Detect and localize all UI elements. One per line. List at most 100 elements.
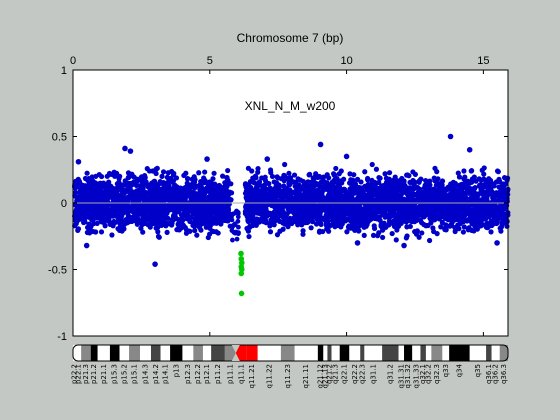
data-point bbox=[245, 228, 252, 234]
data-point bbox=[114, 204, 120, 211]
data-point bbox=[350, 215, 356, 221]
data-point bbox=[491, 183, 497, 189]
data-point-outlier bbox=[343, 153, 350, 160]
data-point bbox=[333, 178, 340, 184]
data-point bbox=[386, 170, 393, 176]
data-point bbox=[479, 208, 485, 214]
data-point bbox=[153, 225, 159, 231]
data-point bbox=[477, 223, 483, 229]
data-point bbox=[467, 185, 473, 192]
data-point bbox=[133, 215, 139, 222]
data-point bbox=[430, 225, 436, 231]
data-point bbox=[197, 185, 204, 191]
data-point bbox=[414, 192, 420, 198]
ideogram-band bbox=[129, 345, 141, 361]
ideogram-band bbox=[73, 345, 76, 361]
data-point bbox=[385, 193, 391, 199]
data-point bbox=[362, 215, 368, 221]
data-point bbox=[423, 223, 429, 229]
data-point bbox=[427, 178, 433, 184]
ideogram-band bbox=[75, 345, 82, 361]
ideogram-band bbox=[170, 345, 183, 361]
data-point bbox=[230, 237, 235, 243]
data-point bbox=[75, 208, 81, 215]
data-point bbox=[478, 181, 484, 188]
data-point bbox=[75, 176, 81, 182]
data-point bbox=[220, 173, 226, 179]
data-point bbox=[491, 213, 497, 219]
data-point bbox=[433, 197, 439, 203]
ideogram-band-label: q36.1 bbox=[485, 364, 493, 384]
data-point bbox=[439, 219, 445, 226]
data-point bbox=[298, 186, 305, 192]
data-point bbox=[423, 187, 430, 193]
data-point bbox=[118, 213, 124, 219]
data-point bbox=[481, 165, 487, 171]
data-point bbox=[449, 218, 455, 224]
data-point bbox=[130, 179, 137, 185]
ideogram-band bbox=[150, 345, 161, 361]
data-point bbox=[105, 186, 112, 192]
data-point bbox=[453, 213, 459, 219]
data-point bbox=[472, 202, 478, 208]
data-point bbox=[383, 175, 390, 181]
ideogram-band bbox=[211, 345, 225, 361]
data-point bbox=[309, 205, 315, 211]
data-point bbox=[165, 191, 171, 198]
data-point bbox=[248, 188, 254, 194]
data-point bbox=[79, 196, 86, 202]
data-point bbox=[289, 220, 295, 227]
data-point bbox=[73, 193, 79, 199]
data-point bbox=[467, 202, 474, 208]
data-point bbox=[244, 190, 251, 197]
data-point bbox=[316, 173, 323, 180]
ideogram-band bbox=[202, 345, 212, 361]
data-point bbox=[89, 217, 95, 223]
data-point bbox=[98, 212, 104, 219]
data-point bbox=[444, 207, 450, 213]
data-point bbox=[437, 190, 443, 196]
data-point bbox=[245, 196, 251, 202]
data-point bbox=[466, 216, 472, 222]
data-point bbox=[222, 210, 228, 216]
data-point bbox=[462, 174, 468, 180]
ideogram-band-label: p22.2 bbox=[70, 364, 78, 384]
ideogram-band-label: p14.2 bbox=[152, 364, 160, 384]
data-point bbox=[393, 191, 399, 197]
data-point bbox=[274, 232, 281, 238]
data-point bbox=[426, 237, 433, 244]
data-point bbox=[133, 196, 140, 203]
data-point bbox=[370, 232, 377, 238]
data-point bbox=[324, 218, 330, 225]
data-point bbox=[210, 228, 216, 235]
data-point bbox=[283, 189, 289, 195]
data-point bbox=[294, 187, 300, 193]
ideogram-band-label: p21.2 bbox=[90, 364, 98, 384]
data-point bbox=[232, 222, 238, 228]
ideogram-band-label: p21.1 bbox=[100, 364, 108, 384]
data-point bbox=[166, 186, 172, 193]
data-point bbox=[72, 217, 78, 223]
ideogram-band-label: q33 bbox=[442, 364, 450, 377]
data-point bbox=[223, 205, 229, 212]
data-point bbox=[146, 168, 153, 174]
data-point bbox=[341, 204, 347, 211]
data-point bbox=[263, 180, 269, 186]
data-point bbox=[94, 206, 100, 212]
data-point bbox=[103, 205, 109, 211]
centromere-notch-top bbox=[231, 345, 240, 353]
data-point bbox=[193, 190, 199, 197]
data-point bbox=[308, 225, 314, 231]
data-point bbox=[210, 176, 216, 182]
data-point bbox=[315, 215, 321, 221]
data-point bbox=[369, 161, 375, 168]
data-point bbox=[356, 228, 362, 234]
ideogram-band bbox=[398, 345, 405, 361]
data-point bbox=[119, 228, 125, 234]
data-point bbox=[254, 193, 260, 199]
data-point bbox=[504, 223, 510, 229]
data-point bbox=[153, 166, 159, 172]
y-tick-label: 0 bbox=[61, 198, 67, 210]
data-point bbox=[488, 229, 494, 235]
data-point bbox=[479, 187, 485, 194]
